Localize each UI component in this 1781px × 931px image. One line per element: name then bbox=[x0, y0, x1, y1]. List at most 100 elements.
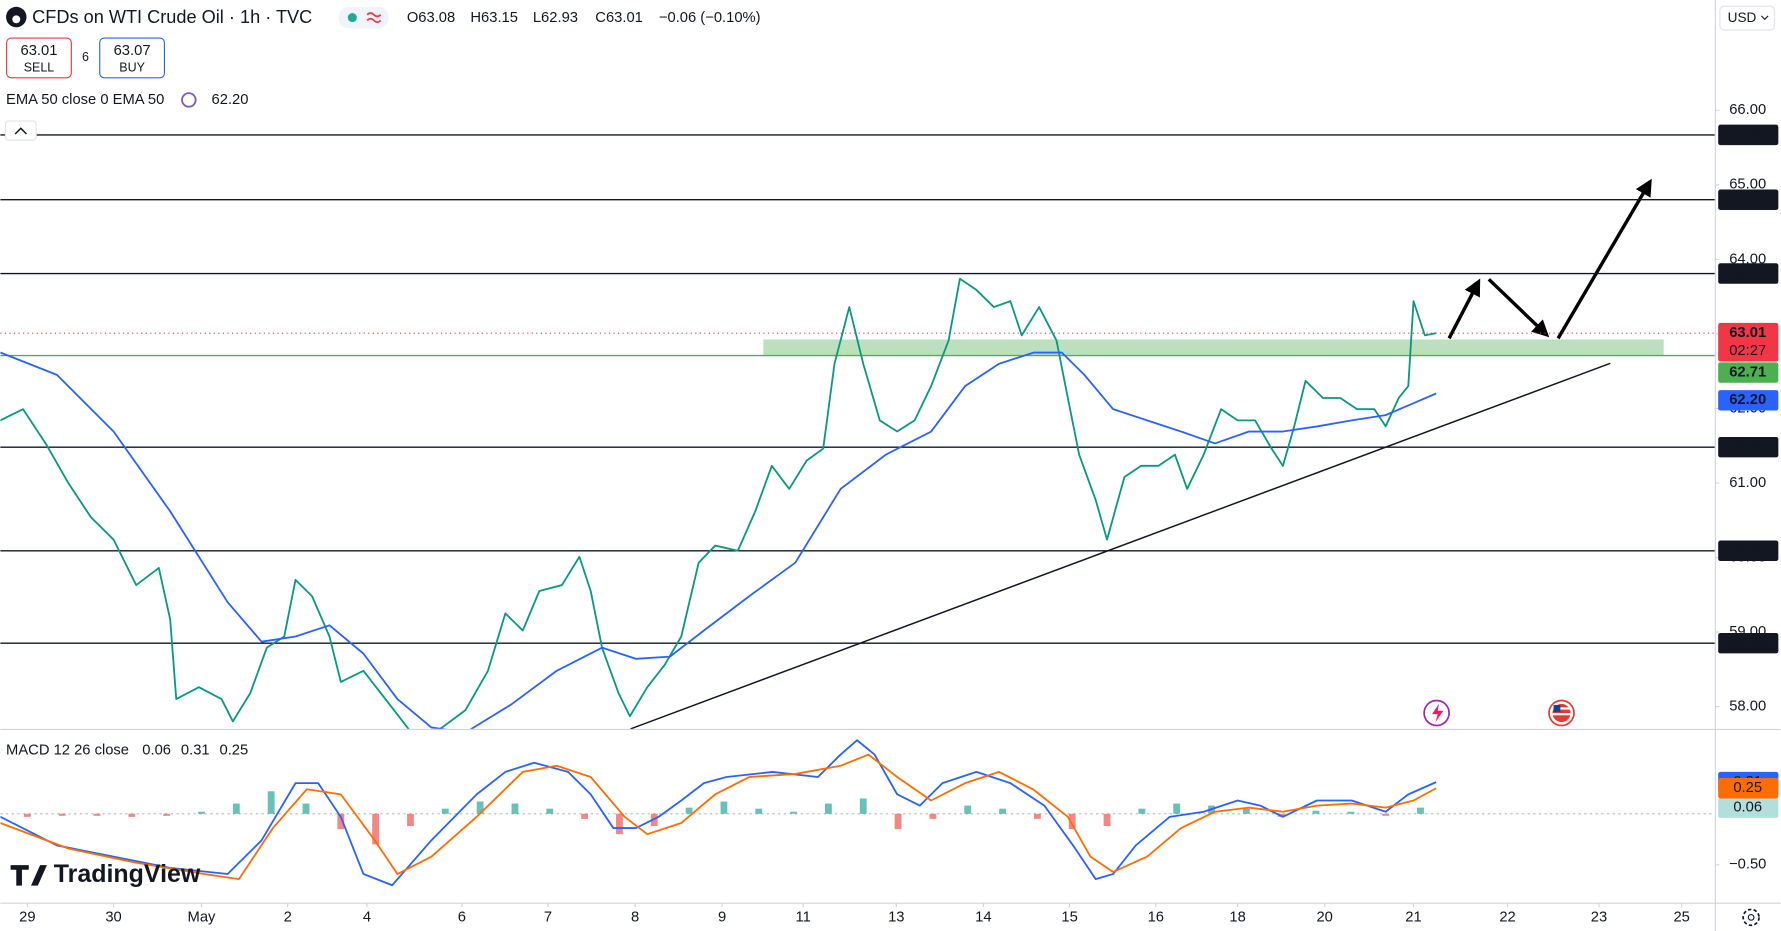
y-tick-label: 61.00 bbox=[1729, 475, 1766, 491]
level-tag bbox=[1718, 540, 1779, 561]
currency-button[interactable] bbox=[1719, 5, 1775, 31]
histogram-bar bbox=[964, 805, 972, 814]
level-tag-label: 64.80 bbox=[1729, 192, 1766, 208]
axis-layer: 29 30 May 2 4 6 7 8 9 11 13 14 15 16 18 20 21 22 23 25 58.00… bbox=[19, 102, 1779, 925]
brand-name: TradingView bbox=[54, 860, 201, 888]
buy-label: BUY bbox=[119, 60, 145, 74]
sell-label: SELL bbox=[24, 60, 55, 74]
status-pill[interactable] bbox=[338, 6, 389, 29]
x-tick-label: 6 bbox=[458, 909, 466, 925]
histogram-bar bbox=[859, 798, 867, 814]
series-line bbox=[0, 351, 1437, 729]
ohlc-open: O63.08 bbox=[407, 10, 455, 26]
histogram-bar bbox=[581, 813, 589, 819]
histogram-bar bbox=[232, 803, 240, 814]
arrow bbox=[1487, 278, 1550, 338]
histogram-bar bbox=[407, 813, 414, 827]
y-tick-label: 58.00 bbox=[1729, 698, 1766, 714]
flag-stripe bbox=[1552, 707, 1571, 710]
histogram-bar bbox=[1033, 813, 1041, 819]
x-tick-label: 25 bbox=[1673, 909, 1689, 925]
macd-tag bbox=[1718, 778, 1779, 799]
x-tick-label: 29 bbox=[19, 909, 35, 925]
x-tick-label: 15 bbox=[1061, 909, 1077, 925]
x-tick-label: 30 bbox=[105, 909, 121, 925]
histogram-bar bbox=[93, 813, 101, 816]
y-tick-label: 66.00 bbox=[1729, 102, 1766, 118]
histogram-bar bbox=[1068, 813, 1076, 830]
histogram-bar bbox=[929, 813, 937, 819]
histogram-bar bbox=[58, 813, 66, 816]
level-tag bbox=[1718, 436, 1779, 458]
settings-icon[interactable] bbox=[1742, 908, 1760, 927]
histogram-bar bbox=[755, 808, 763, 814]
histogram-bar bbox=[720, 801, 728, 814]
level-tag bbox=[1718, 189, 1779, 210]
x-tick-label: 21 bbox=[1405, 909, 1421, 925]
x-tick-label: 18 bbox=[1229, 909, 1245, 925]
flag-canton bbox=[1553, 705, 1561, 712]
series-line bbox=[0, 753, 1437, 881]
macd-legend-macd: 0.31 bbox=[181, 742, 210, 758]
macd-legend-hist: 0.06 bbox=[142, 742, 171, 758]
level-tag bbox=[1718, 124, 1779, 146]
ohlc-close: C63.01 bbox=[595, 10, 643, 26]
arrow bbox=[1556, 178, 1652, 340]
histogram-bar bbox=[267, 791, 275, 814]
histogram-bar bbox=[685, 807, 693, 814]
x-tick-label: 11 bbox=[795, 909, 810, 925]
ema-legend[interactable]: EMA 50 close 0 EMA 50 bbox=[6, 92, 164, 108]
x-tick-label: 8 bbox=[631, 909, 639, 925]
level-tag-label: 60.09 bbox=[1729, 543, 1766, 559]
histogram-bar bbox=[1347, 811, 1355, 814]
currency-caret bbox=[1760, 15, 1769, 21]
buy-button[interactable] bbox=[99, 37, 166, 79]
ohlc-change: −0.06 (−0.10%) bbox=[659, 10, 761, 26]
histogram-bar bbox=[546, 808, 554, 814]
levels-layer bbox=[0, 134, 1715, 644]
projection-arrows bbox=[1447, 178, 1652, 340]
last-price-tag bbox=[1718, 322, 1779, 362]
level-tag bbox=[1718, 263, 1779, 284]
ema-tag-label: 62.20 bbox=[1729, 392, 1766, 408]
collapse-button[interactable] bbox=[4, 120, 37, 141]
event-bolt bbox=[1432, 703, 1444, 723]
arrow bbox=[1447, 278, 1481, 340]
histogram-bar bbox=[1103, 813, 1111, 827]
histogram-bar bbox=[790, 811, 797, 814]
y-tick-label: 65.00 bbox=[1729, 177, 1766, 193]
sell-price: 63.01 bbox=[21, 43, 58, 59]
x-tick-label: 16 bbox=[1148, 909, 1164, 925]
histogram-bar bbox=[1173, 803, 1181, 814]
macd-legend[interactable]: MACD 12 26 close bbox=[6, 742, 129, 758]
sell-button[interactable] bbox=[6, 37, 72, 79]
y-tick-label: 64.00 bbox=[1729, 251, 1766, 267]
macd-legend-signal: 0.25 bbox=[219, 742, 248, 758]
collapse-icon bbox=[14, 127, 28, 135]
histogram-bar bbox=[824, 803, 832, 814]
x-tick-label: 23 bbox=[1591, 909, 1607, 925]
flag-stripe bbox=[1552, 713, 1571, 716]
histogram-bar bbox=[1242, 808, 1250, 814]
level-tag-label: 65.67 bbox=[1729, 127, 1766, 143]
brand-logo bbox=[10, 865, 47, 886]
ema-refresh-icon[interactable] bbox=[181, 92, 197, 108]
symbol-title[interactable]: CFDs on WTI Crude Oil · 1h · TVC bbox=[32, 7, 312, 27]
zone-tag-label: 62.71 bbox=[1729, 364, 1766, 380]
y-tick-label: −0.50 bbox=[1729, 857, 1766, 873]
ohlc-low: L62.93 bbox=[533, 10, 578, 26]
histogram-bar bbox=[894, 813, 902, 830]
data-delay-icon bbox=[366, 12, 382, 23]
x-tick-label: 7 bbox=[544, 909, 552, 925]
histogram-bar bbox=[1417, 807, 1424, 814]
histogram-bar bbox=[302, 803, 310, 814]
currency: USD bbox=[1728, 10, 1757, 25]
settings-icon-core bbox=[1747, 913, 1755, 921]
market-open-dot bbox=[347, 13, 357, 23]
macd-layer bbox=[0, 739, 1715, 887]
level-tag bbox=[1718, 632, 1779, 654]
histogram-bar bbox=[441, 808, 449, 814]
